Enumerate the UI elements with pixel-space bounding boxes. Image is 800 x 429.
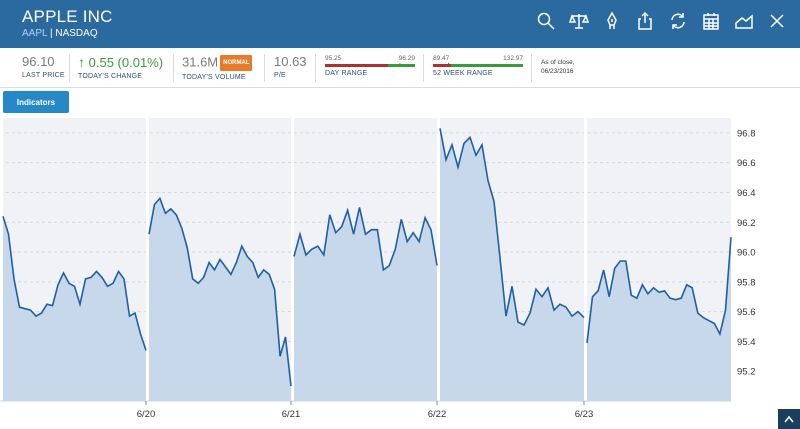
change-value: 0.55 (0.01%) [88, 55, 164, 70]
price-line-session [439, 128, 585, 327]
calendar-icon[interactable] [700, 10, 722, 32]
day-range-stat: 95.25 96.29 ▲ DAY RANGE [325, 55, 415, 77]
indicators-button[interactable]: Indicators [3, 91, 69, 113]
session-gap [0, 118, 3, 401]
week52-range-stat: 89.47 132.97 ▲ 52 WEEK RANGE [433, 55, 523, 77]
price-area-session [440, 128, 584, 401]
scales-icon[interactable] [568, 10, 590, 32]
divider [315, 54, 316, 82]
pe-stat: 10.63 P/E [274, 54, 307, 80]
exchange-name: | NASDAQ [49, 28, 98, 39]
week52-low: 89.47 [433, 55, 450, 62]
y-tick-label: 96.4 [737, 188, 756, 199]
as-of-line2: 06/23/2016 [541, 68, 574, 75]
price-area-session [294, 207, 437, 401]
change-value-row: ↑ 0.55 (0.01%) [78, 55, 163, 70]
session-gap [437, 118, 440, 401]
y-tick-label: 96.0 [737, 248, 756, 259]
divider [69, 54, 70, 82]
last-price-label: LAST PRICE [22, 72, 65, 79]
volume-badge: NORMAL [220, 55, 253, 71]
collapse-button[interactable] [778, 409, 800, 429]
chart-icon[interactable] [733, 10, 755, 32]
as-of-line1: As of close, [541, 59, 575, 66]
price-chart[interactable]: 96.8 96.6 96.4 96.2 96.0 95.8 95.6 95.4 95.2 6/20… [0, 118, 800, 429]
last-price-stat: 96.10 LAST PRICE [22, 54, 65, 80]
day-range-numbers: 95.25 96.29 [325, 55, 415, 62]
price-area-session [587, 237, 731, 401]
divider [423, 54, 424, 82]
price-line-session [586, 237, 732, 343]
pe-label: P/E [274, 72, 286, 79]
volume-row: 31.6M NORMAL [182, 54, 253, 71]
volume-stat: 31.6M NORMAL TODAY'S VOLUME [182, 54, 253, 81]
volume-value: 31.6M [182, 54, 219, 70]
day-range-label: DAY RANGE [325, 70, 368, 77]
x-tick-label: 6/23 [575, 409, 594, 420]
price-line-session [2, 216, 147, 351]
search-icon[interactable] [535, 10, 557, 32]
x-tick-label: 6/22 [428, 409, 447, 420]
y-tick-label: 95.8 [737, 277, 756, 288]
price-line-session [293, 207, 438, 272]
change-stat: ↑ 0.55 (0.01%) TODAY'S CHANGE [78, 55, 163, 80]
chevron-up-icon [784, 415, 794, 423]
refresh-icon[interactable] [667, 10, 689, 32]
x-tick-label: 6/20 [137, 409, 156, 420]
price-area-session [3, 216, 146, 401]
price-area-session [149, 198, 291, 401]
last-price-value: 96.10 [22, 54, 55, 69]
ticker-symbol[interactable]: AAPL [22, 28, 48, 39]
pe-value: 10.63 [274, 54, 307, 69]
y-tick-label: 95.4 [737, 337, 756, 348]
divider [173, 54, 174, 82]
session-gap [146, 118, 149, 401]
as-of-date: As of close, 06/23/2016 [541, 58, 575, 76]
volume-label: TODAY'S VOLUME [182, 74, 246, 81]
week52-range-numbers: 89.47 132.97 [433, 55, 523, 62]
stats-bar: 96.10 LAST PRICE ↑ 0.55 (0.01%) TODAY'S … [0, 48, 800, 88]
y-tick-label: 95.2 [737, 367, 756, 378]
week52-range-label: 52 WEEK RANGE [433, 70, 493, 77]
ticker-line: AAPL | NASDAQ [22, 28, 98, 39]
toolbar [535, 10, 788, 32]
week52-range-marker: ▲ [445, 62, 452, 68]
session-gap [584, 118, 587, 401]
day-range-marker: ▲ [397, 62, 403, 68]
pen-icon[interactable] [601, 10, 623, 32]
x-tick-label: 6/21 [282, 409, 301, 420]
session-gap [291, 118, 294, 401]
week52-range-bar: ▲ [433, 62, 523, 68]
y-tick-label: 96.6 [737, 158, 756, 169]
company-name: APPLE INC [22, 7, 113, 26]
arrow-up-icon: ↑ [78, 54, 85, 70]
week52-high: 132.97 [503, 55, 523, 62]
day-low: 95.25 [325, 55, 342, 62]
share-icon[interactable] [634, 10, 656, 32]
price-line-session [148, 196, 292, 387]
close-icon[interactable] [766, 10, 788, 32]
y-tick-label: 95.6 [737, 307, 756, 318]
day-range-bar: ▲ [325, 62, 415, 68]
day-high: 96.29 [398, 55, 415, 62]
y-tick-label: 96.8 [737, 128, 756, 139]
y-tick-label: 96.2 [737, 218, 756, 229]
app-header: APPLE INC AAPL | NASDAQ [0, 0, 800, 48]
change-label: TODAY'S CHANGE [78, 73, 143, 80]
divider [531, 54, 532, 82]
divider [264, 54, 265, 82]
